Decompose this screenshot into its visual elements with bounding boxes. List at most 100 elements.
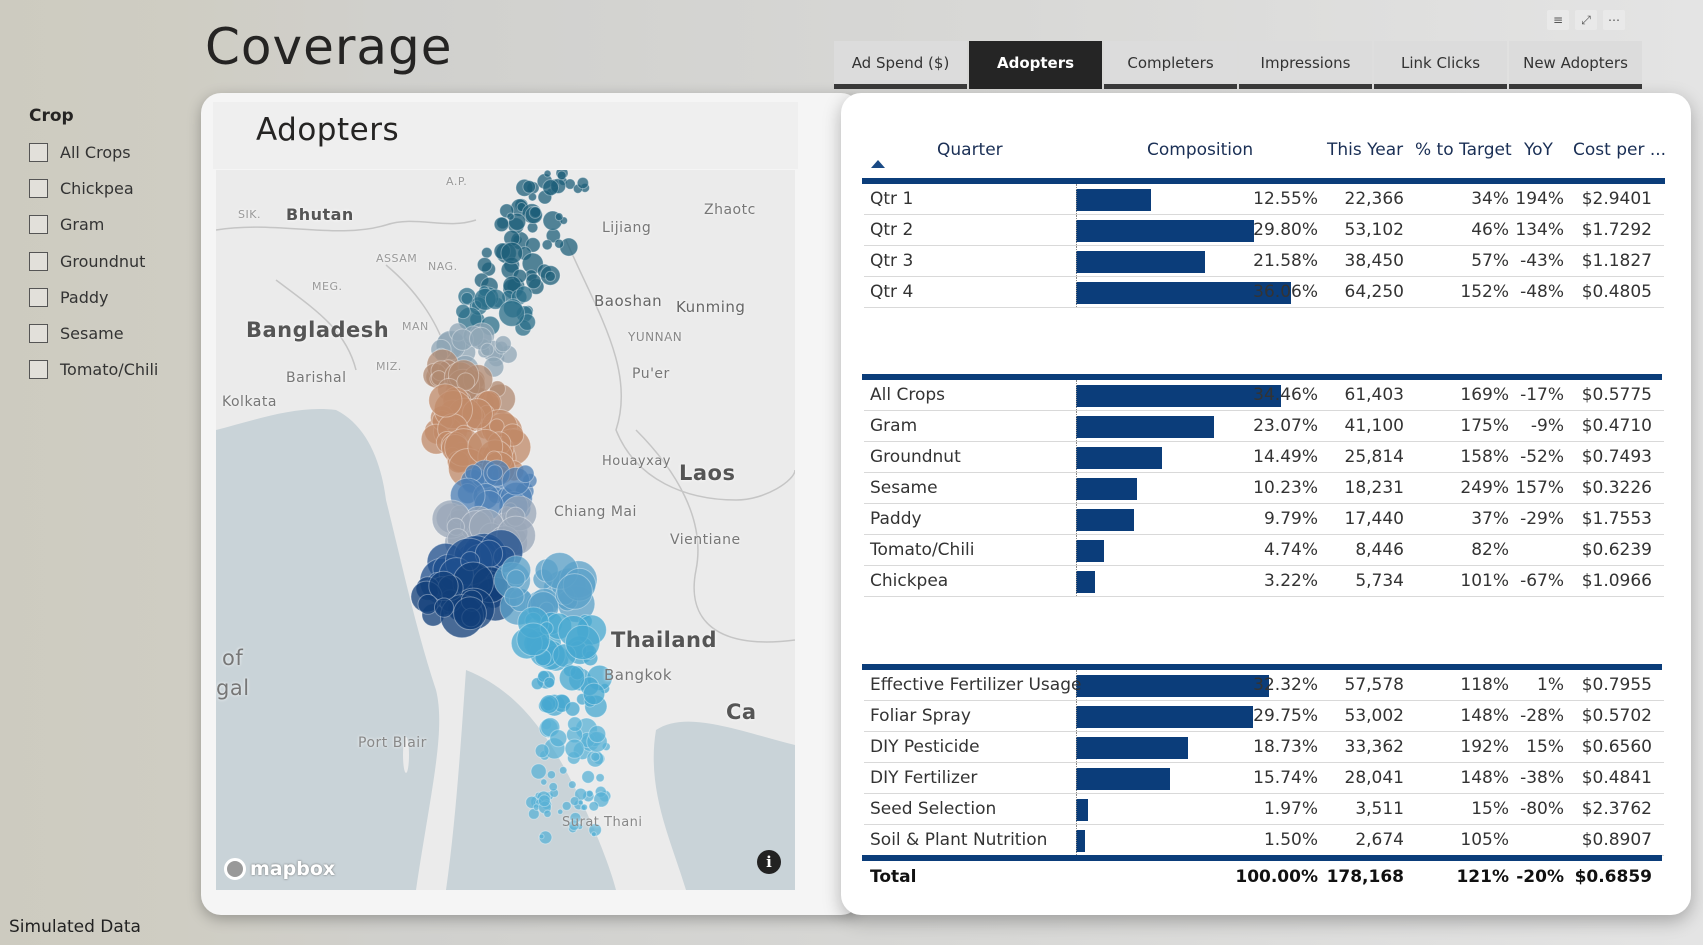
- adopter-bubble[interactable]: [500, 241, 524, 265]
- adopter-bubble[interactable]: [506, 212, 515, 221]
- header-this-year[interactable]: This Year: [1327, 140, 1404, 160]
- slicer-item[interactable]: Chickpea: [29, 170, 158, 206]
- adopter-bubble[interactable]: [576, 176, 590, 190]
- slicer-item[interactable]: Tomato/Chili: [29, 352, 158, 388]
- adopter-bubble[interactable]: [590, 751, 601, 762]
- adopter-bubble[interactable]: [588, 725, 607, 744]
- adopter-bubble[interactable]: [582, 682, 606, 706]
- adopter-bubble[interactable]: [522, 179, 537, 194]
- adopter-bubble[interactable]: [494, 335, 512, 353]
- checkbox[interactable]: [29, 324, 48, 344]
- adopter-bubble[interactable]: [433, 597, 455, 618]
- slicer-item[interactable]: Groundnut: [29, 243, 158, 279]
- adopter-bubble[interactable]: [580, 803, 589, 811]
- table-row[interactable]: Chickpea 3.22% 5,734 101% -67% $1.0966: [864, 566, 1664, 597]
- adopter-bubble[interactable]: [498, 300, 526, 327]
- table-row[interactable]: Effective Fertilizer Usage 32.32% 57,578 11…: [864, 670, 1664, 701]
- table-row[interactable]: Soil & Plant Nutrition 1.50% 2,674 105% $0.8…: [864, 825, 1664, 856]
- checkbox[interactable]: [29, 215, 48, 235]
- slicer-item[interactable]: All Crops: [29, 134, 158, 170]
- adopter-bubble[interactable]: [567, 716, 583, 732]
- table-row[interactable]: Paddy 9.79% 17,440 37% -29% $1.7553: [864, 504, 1664, 535]
- checkbox[interactable]: [29, 178, 48, 198]
- adopter-bubble[interactable]: [581, 770, 595, 784]
- adopter-bubble[interactable]: [527, 192, 538, 202]
- table-row[interactable]: Seed Selection 1.97% 3,511 15% -80% $2.3762: [864, 794, 1664, 825]
- tab[interactable]: Link Clicks: [1374, 41, 1507, 89]
- checkbox[interactable]: [29, 251, 48, 271]
- adopter-bubble[interactable]: [539, 694, 559, 714]
- header-pct-target[interactable]: % to Target: [1415, 140, 1512, 160]
- adopter-bubble[interactable]: [456, 372, 476, 392]
- adopter-bubble[interactable]: [530, 763, 547, 780]
- adopter-bubble[interactable]: [568, 819, 580, 831]
- table-row[interactable]: Tomato/Chili 4.74% 8,446 82% $0.6239: [864, 535, 1664, 566]
- adopter-bubble[interactable]: [506, 569, 526, 589]
- tab[interactable]: New Adopters: [1509, 41, 1642, 89]
- table-row[interactable]: Qtr 4 36.06% 64,250 152% -48% $0.4805: [864, 277, 1664, 308]
- adopter-bubble[interactable]: [516, 464, 535, 484]
- adopter-bubble[interactable]: [516, 622, 551, 657]
- adopter-bubble[interactable]: [554, 238, 565, 249]
- adopter-bubble[interactable]: [537, 794, 551, 808]
- table-row[interactable]: Foliar Spray 29.75% 53,002 148% -28% $0.5702: [864, 701, 1664, 732]
- adopter-bubble[interactable]: [538, 833, 545, 840]
- adopter-bubble[interactable]: [455, 303, 471, 320]
- filter-icon[interactable]: ≡: [1547, 10, 1569, 30]
- adopter-bubble[interactable]: [528, 206, 542, 219]
- adopter-bubble[interactable]: [543, 676, 556, 689]
- adopter-bubble[interactable]: [525, 273, 542, 290]
- table-row[interactable]: Sesame 10.23% 18,231 249% 157% $0.3226: [864, 473, 1664, 504]
- adopter-bubble[interactable]: [593, 791, 610, 808]
- adopter-bubble[interactable]: [515, 285, 533, 303]
- adopter-bubble[interactable]: [540, 778, 548, 786]
- info-icon[interactable]: i: [757, 850, 781, 874]
- header-quarter[interactable]: Quarter: [937, 140, 1003, 160]
- tab[interactable]: Completers: [1104, 41, 1237, 89]
- table-row[interactable]: Groundnut 14.49% 25,814 158% -52% $0.7493: [864, 442, 1664, 473]
- adopter-bubble[interactable]: [564, 624, 601, 661]
- tab[interactable]: Impressions: [1239, 41, 1372, 89]
- slicer-item[interactable]: Paddy: [29, 279, 158, 315]
- adopter-bubble[interactable]: [556, 170, 567, 181]
- adopter-bubble[interactable]: [453, 596, 487, 631]
- adopter-bubble[interactable]: [480, 246, 493, 259]
- adopter-bubble[interactable]: [577, 799, 584, 806]
- adopter-bubble[interactable]: [543, 809, 552, 818]
- adopter-bubble[interactable]: [543, 170, 552, 178]
- table-row[interactable]: Qtr 3 21.58% 38,450 57% -43% $1.1827: [864, 246, 1664, 277]
- adopter-bubble[interactable]: [567, 780, 577, 790]
- table-row[interactable]: All Crops 34.46% 61,403 169% -17% $0.5775: [864, 380, 1664, 411]
- table-row[interactable]: Gram 23.07% 41,100 175% -9% $0.4710: [864, 411, 1664, 442]
- adopter-bubble[interactable]: [503, 586, 525, 608]
- adopter-bubble[interactable]: [534, 743, 550, 759]
- adopter-bubble[interactable]: [561, 800, 572, 811]
- table-row[interactable]: DIY Fertilizer 15.74% 28,041 148% -38% $0.484…: [864, 763, 1664, 794]
- slicer-item[interactable]: Sesame: [29, 315, 158, 351]
- adopter-bubble[interactable]: [544, 270, 556, 282]
- adopter-bubble[interactable]: [564, 701, 581, 717]
- table-row[interactable]: DIY Pesticide 18.73% 33,362 192% 15% $0.6560: [864, 732, 1664, 763]
- header-composition[interactable]: Composition: [1147, 140, 1254, 160]
- adopter-bubble[interactable]: [558, 664, 586, 692]
- checkbox[interactable]: [29, 142, 48, 162]
- adopter-bubble[interactable]: [484, 288, 507, 310]
- adopter-bubble[interactable]: [493, 216, 510, 233]
- header-yoy[interactable]: YoY: [1524, 140, 1553, 160]
- adopter-bubble[interactable]: [556, 573, 593, 610]
- adopter-bubble[interactable]: [542, 179, 560, 196]
- adopter-bubble[interactable]: [480, 342, 495, 357]
- sort-ascending-icon[interactable]: [871, 160, 885, 168]
- adopter-bubble[interactable]: [569, 796, 580, 806]
- focus-mode-icon[interactable]: ⤢: [1575, 10, 1597, 30]
- more-options-icon[interactable]: ⋯: [1603, 10, 1625, 30]
- adopter-bubble[interactable]: [590, 831, 597, 838]
- checkbox[interactable]: [29, 360, 48, 380]
- adopter-bubble[interactable]: [549, 729, 568, 748]
- adopter-bubble[interactable]: [460, 291, 474, 305]
- adopters-map[interactable]: A.P. SIK. Bhutan Zhaotc Lijiang ASSAM NAG. MEG.…: [216, 170, 795, 890]
- adopter-bubble[interactable]: [548, 781, 558, 792]
- table-row[interactable]: Qtr 2 29.80% 53,102 46% 134% $1.7292: [864, 215, 1664, 246]
- adopter-bubble[interactable]: [541, 239, 553, 251]
- adopter-bubble[interactable]: [546, 770, 557, 780]
